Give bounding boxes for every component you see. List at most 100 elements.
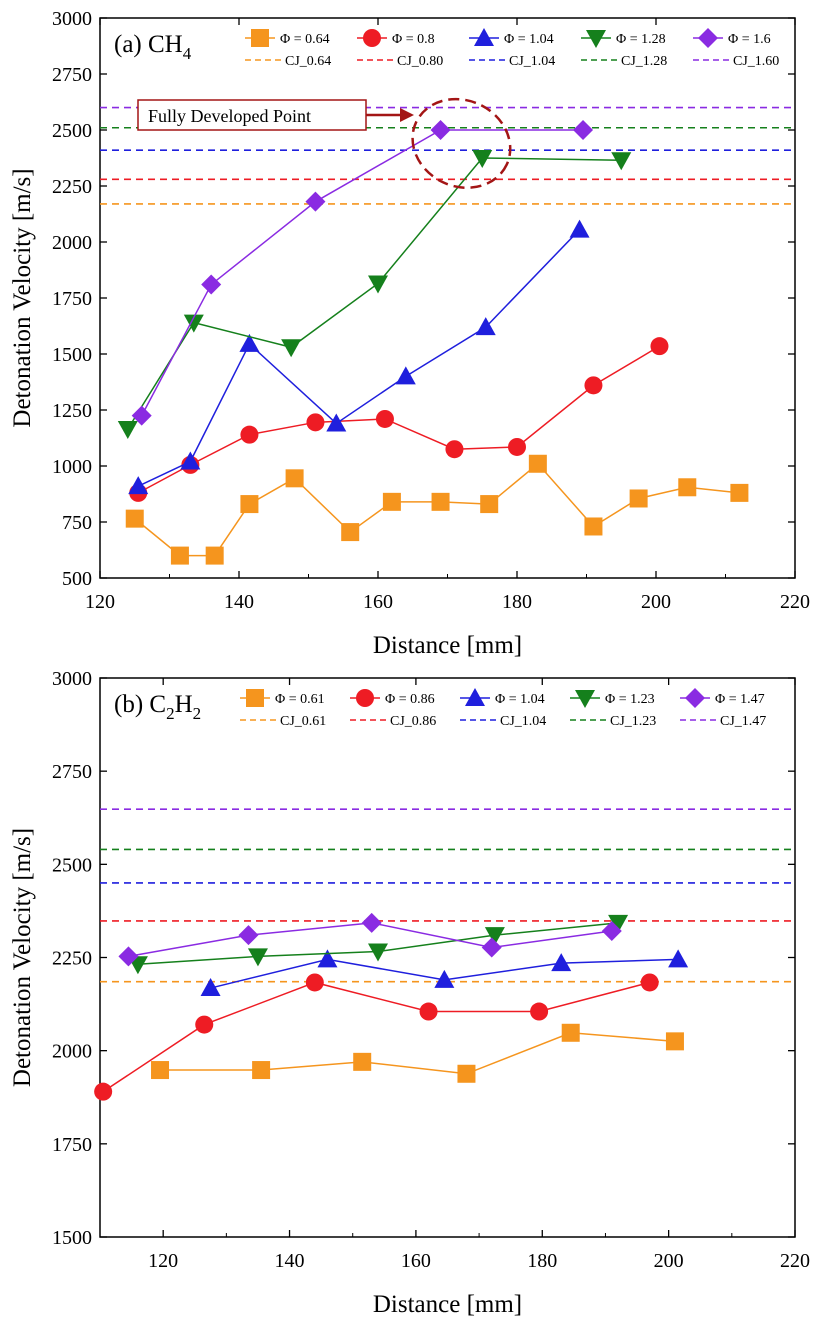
panel-label: (b) C2H2	[114, 691, 201, 723]
y-axis-label: Detonation Velocity [m/s]	[9, 168, 36, 427]
y-tick-label: 500	[62, 568, 92, 590]
data-point	[180, 451, 201, 470]
x-tick-label: 120	[148, 1250, 178, 1272]
x-tick-label: 160	[401, 1250, 431, 1272]
data-point	[368, 275, 388, 294]
chart-panel-b: 120 140 160 180 200 220 1500 1750 2000 2250 2500 27…	[9, 668, 810, 1318]
data-point	[419, 1002, 438, 1021]
data-point	[201, 274, 222, 295]
y-tick-label: 1250	[52, 400, 92, 422]
legend-label-cj: CJ_1.04	[509, 54, 555, 69]
series-0.8	[129, 337, 669, 502]
data-point	[629, 489, 648, 508]
annotation-arrow-head	[400, 108, 414, 122]
data-point	[551, 953, 572, 972]
data-point	[247, 948, 268, 967]
y-tick-label: 3000	[52, 8, 92, 30]
legend-label-cj: CJ_0.80	[397, 54, 443, 69]
data-point	[561, 1023, 580, 1042]
legend-label: Φ = 0.8	[392, 32, 435, 47]
y-tick-label: 3000	[52, 668, 92, 690]
x-tick-label: 120	[85, 591, 115, 613]
data-point	[183, 314, 204, 333]
y-tick-label: 1500	[52, 344, 92, 366]
legend-label: Φ = 0.61	[275, 692, 325, 707]
data-point	[281, 339, 302, 358]
x-tick-label: 140	[275, 1250, 305, 1272]
legend-label: Φ = 0.64	[280, 32, 330, 47]
x-tick-label: 180	[527, 1250, 557, 1272]
legend-label: Φ = 1.6	[728, 32, 771, 47]
data-point	[650, 337, 669, 356]
data-point	[128, 476, 149, 495]
data-point	[368, 943, 388, 962]
data-point	[326, 413, 347, 432]
data-point	[430, 120, 451, 140]
y-tick-label: 2000	[52, 232, 92, 254]
data-point	[475, 317, 496, 336]
data-point	[341, 523, 360, 542]
x-axis-label: Distance [mm]	[373, 1291, 522, 1318]
series-1.23	[127, 914, 629, 975]
data-point	[375, 409, 394, 428]
y-tick-label: 2750	[52, 761, 92, 783]
data-point	[252, 1061, 271, 1080]
y-tick-label: 1500	[52, 1227, 92, 1249]
data-point	[94, 1082, 113, 1101]
series-line	[141, 129, 584, 416]
data-point	[361, 912, 382, 933]
data-point	[353, 1052, 372, 1071]
data-point	[239, 333, 260, 352]
data-point	[195, 1015, 214, 1034]
series-line	[127, 157, 622, 430]
data-point	[668, 949, 689, 968]
data-point	[131, 405, 152, 426]
data-point	[528, 454, 547, 473]
legend-label: Φ = 1.04	[495, 692, 545, 707]
annotation: Fully Developed Point	[137, 97, 512, 190]
y-tick-label: 2250	[52, 176, 92, 198]
y-tick-label: 750	[62, 512, 92, 534]
legend-marker	[251, 29, 269, 47]
data-point	[240, 425, 259, 444]
data-point	[584, 376, 603, 395]
data-point	[484, 927, 505, 946]
data-point	[573, 120, 594, 140]
data-point	[508, 437, 526, 456]
legend-marker	[363, 29, 381, 47]
series-1.28	[117, 150, 632, 440]
legend-label-cj: CJ_1.04	[500, 714, 546, 729]
data-point	[238, 925, 259, 946]
legend-label-cj: CJ_0.86	[390, 714, 436, 729]
series-line	[137, 345, 660, 494]
x-tick-label: 180	[502, 591, 532, 613]
data-point	[530, 1002, 549, 1021]
x-tick-label: 220	[780, 1250, 810, 1272]
legend-marker	[474, 28, 494, 46]
data-point	[678, 478, 697, 497]
data-point	[118, 946, 139, 967]
y-tick-label: 1750	[52, 288, 92, 310]
data-point	[305, 973, 324, 992]
series-1.47	[118, 912, 622, 967]
legend: Φ = 0.61 Φ = 0.86 Φ = 1.04 Φ = 1.23 Φ = 1.47…	[240, 688, 766, 729]
y-tick-label: 1000	[52, 456, 92, 478]
series-1.6	[131, 120, 594, 426]
legend-label-cj: CJ_1.47	[720, 714, 766, 729]
data-point	[382, 492, 401, 511]
data-point	[285, 469, 304, 488]
series-0.61	[151, 1023, 684, 1083]
data-point	[205, 546, 224, 565]
data-point	[117, 421, 138, 440]
legend-label: Φ = 1.47	[715, 692, 765, 707]
x-tick-label: 160	[363, 591, 393, 613]
series-1.04	[128, 219, 590, 495]
annotation-box	[137, 99, 367, 131]
series-1.04	[200, 949, 689, 997]
y-tick-label: 2500	[52, 854, 92, 876]
legend-marker	[685, 688, 705, 708]
y-tick-label: 2250	[52, 948, 92, 970]
x-tick-label: 140	[224, 591, 254, 613]
legend-label-cj: CJ_0.64	[285, 54, 331, 69]
